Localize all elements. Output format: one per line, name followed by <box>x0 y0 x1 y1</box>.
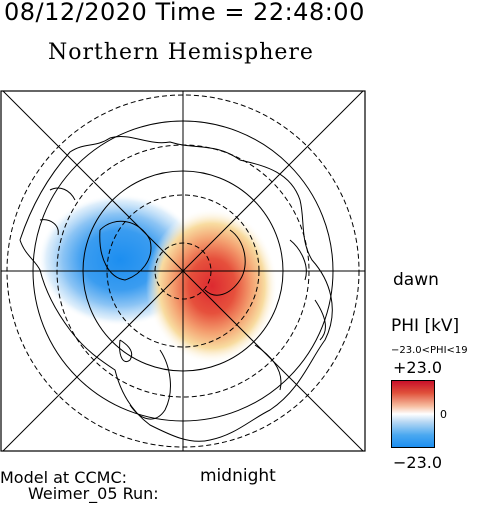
colorbar-zero-label: 0 <box>440 408 447 421</box>
dawn-label: dawn <box>393 270 439 290</box>
colorbar-range: −23.0<PHI<19 <box>391 345 468 356</box>
positive-potential-cell <box>146 208 278 364</box>
meridian-lines <box>1 91 365 451</box>
colorbar-min-label: −23.0 <box>393 453 443 472</box>
run-label: Weimer_05 Run: <box>28 484 159 503</box>
midnight-label: midnight <box>200 466 276 486</box>
colorbar-max-label: +23.0 <box>393 358 443 377</box>
colorbar-label: PHI [kV] <box>391 316 460 336</box>
datetime-header: 08/12/2020 Time = 22:48:00 <box>4 0 365 26</box>
model-label: Model at CCMC: <box>0 468 127 487</box>
polar-map-plot <box>0 90 366 452</box>
coastlines <box>19 136 333 442</box>
colorbar <box>391 380 435 448</box>
hemisphere-title: Northern Hemisphere <box>48 40 314 65</box>
